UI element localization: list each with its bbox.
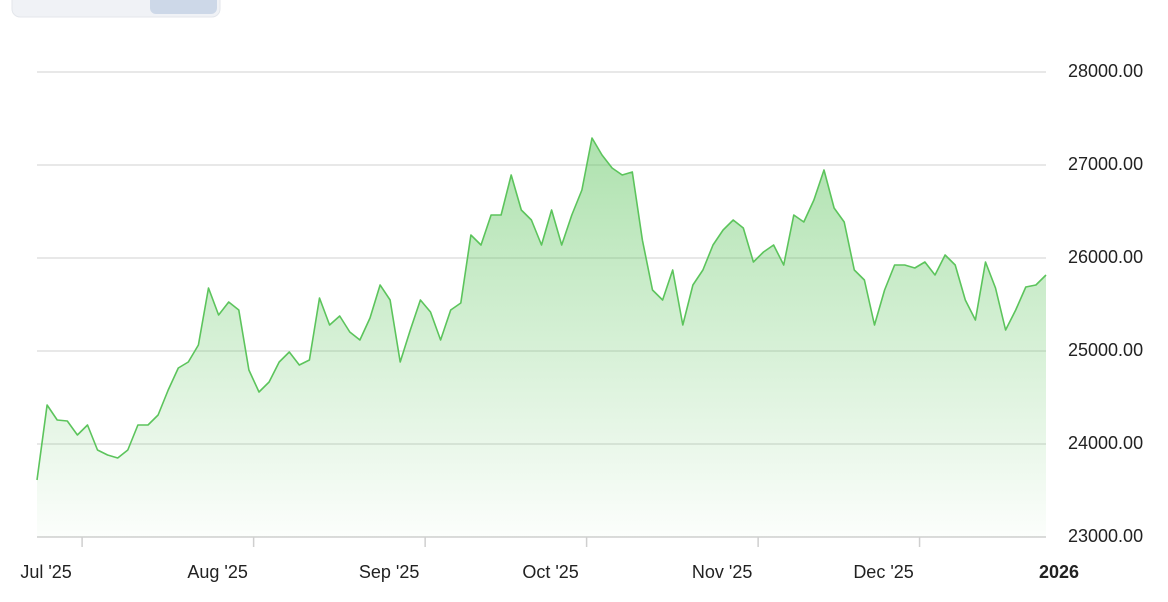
range-toggle-selected[interactable] — [150, 0, 217, 14]
area — [37, 138, 1046, 537]
x-tick-label: Dec '25 — [853, 562, 913, 582]
x-tick-label: Jul '25 — [20, 562, 71, 582]
y-tick-label: 26000.00 — [1068, 247, 1143, 267]
x-tick-label: Nov '25 — [692, 562, 752, 582]
y-tick-label: 24000.00 — [1068, 433, 1143, 453]
y-tick-label: 28000.00 — [1068, 61, 1143, 81]
y-tick-label: 25000.00 — [1068, 340, 1143, 360]
x-tick-label: Sep '25 — [359, 562, 420, 582]
line — [36, 137, 1047, 481]
x-tick-label: Oct '25 — [522, 562, 578, 582]
y-tick-label: 27000.00 — [1068, 154, 1143, 174]
x-tick-label: Aug '25 — [187, 562, 248, 582]
x-tick-label: 2026 — [1039, 562, 1079, 582]
y-tick-label: 23000.00 — [1068, 526, 1143, 546]
